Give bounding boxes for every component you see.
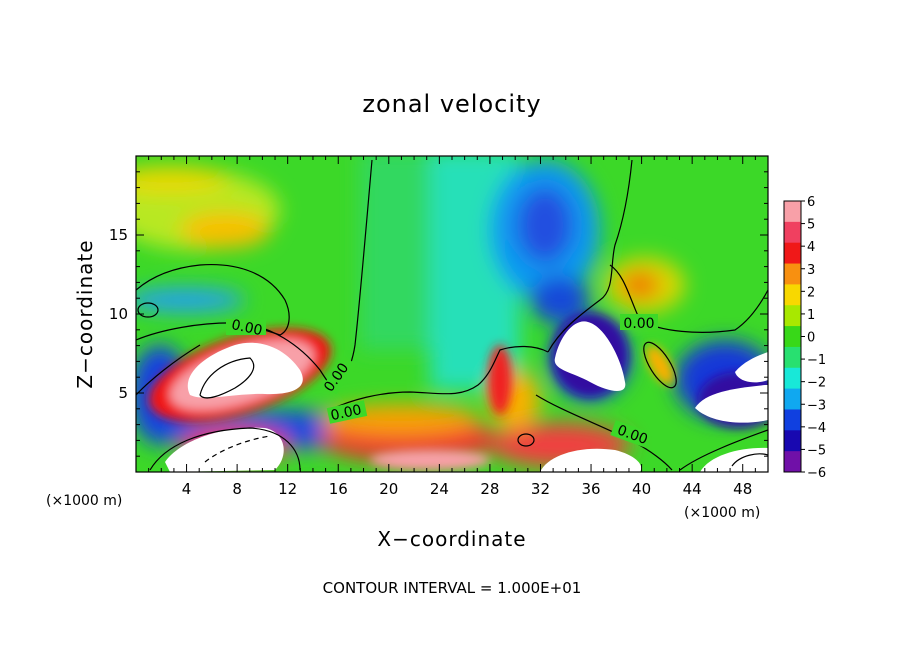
colorbar-label: −3: [807, 398, 826, 413]
white-core-bottom-left: [165, 427, 284, 472]
colorbar-label: −6: [807, 466, 826, 481]
contour-label-bg-2: [323, 355, 357, 395]
y-axis-ticks: 5 10 15: [109, 171, 768, 457]
colorbar-label: 1: [807, 308, 815, 323]
contour-loop-center-small: [517, 433, 535, 447]
white-core-bottom-center: [540, 448, 642, 472]
white-core-mid-left: [187, 342, 303, 398]
contour-bottom-right: [679, 429, 768, 471]
colorbar-label: 4: [807, 240, 815, 255]
x-tick-label: 20: [379, 480, 398, 498]
white-core-far-right-top: [735, 352, 768, 383]
colorbar: 6 5 4 3 2 1 0 −1 −2 −3 −4 −5 −6: [783, 195, 826, 481]
x-tick-label: 40: [632, 480, 651, 498]
contour-label-bg-3: [326, 400, 368, 424]
white-core-right: [554, 321, 626, 392]
central-light-green: [360, 156, 430, 350]
upper-left-positive-core: [180, 212, 270, 248]
contour-small-bottom-right: [731, 453, 768, 467]
colorbar-swatch: [784, 201, 801, 223]
colorbar-label: 3: [807, 263, 815, 278]
x-tick-label: 4: [182, 480, 192, 498]
colorbar-label: 5: [807, 218, 815, 233]
bottom-center-pink: [370, 450, 490, 470]
contour-lower-left: [136, 344, 201, 396]
colorbar-label: −1: [807, 353, 826, 368]
colorbar-swatch: [784, 367, 801, 390]
y-tick-label: 5: [118, 384, 128, 402]
colorbar-swatch: [784, 305, 801, 327]
right-positive-core: [620, 271, 660, 299]
contour-inner-white-left: [199, 357, 255, 399]
lower-center-red: [488, 345, 512, 415]
contour-right-shelf: [609, 264, 768, 333]
contour-label-4: 0.00: [623, 316, 654, 332]
contour-label-bg-5: [610, 419, 652, 449]
contour-label-3: 0.00: [329, 402, 363, 424]
x-tick-label: 36: [581, 480, 600, 498]
x-tick-label: 44: [683, 480, 702, 498]
colorbar-swatch: [784, 284, 801, 306]
x-tick-label: 16: [329, 480, 348, 498]
x-axis-ticks: 4 8 12 16 20 24 28 32 36 40 44 48: [148, 156, 756, 498]
x-unit-right: (×1000 m): [684, 505, 760, 521]
contour-label-bg-1: [226, 319, 266, 335]
contour-loop-right-orange: [643, 341, 677, 389]
mid-negative-streak: [530, 276, 590, 324]
colorbar-label: −4: [807, 421, 826, 436]
colorbar-label: 2: [807, 285, 815, 300]
colorbar-swatch: [784, 388, 801, 410]
contour-mid-band: [329, 345, 549, 411]
colorbar-swatch: [784, 263, 801, 285]
upper-left-top-band: [136, 166, 230, 194]
colorbar-label: −5: [807, 443, 826, 458]
contour-label-1: 0.00: [230, 317, 264, 339]
x-tick-label: 28: [480, 480, 499, 498]
y-tick-label: 10: [109, 305, 128, 323]
contour-interval-note: CONTOUR INTERVAL = 1.000E+01: [323, 579, 582, 597]
zero-contours: [136, 159, 768, 471]
white-core-bottom-right: [700, 447, 768, 472]
y-axis-label: Z−coordinate: [73, 239, 97, 388]
colorbar-swatch: [784, 430, 801, 452]
chart-title: zonal velocity: [362, 90, 541, 118]
small-right-orange: [646, 345, 674, 385]
x-axis-label: X−coordinate: [377, 527, 526, 551]
x-tick-label: 32: [531, 480, 550, 498]
x-tick-label: 24: [430, 480, 449, 498]
contour-right-upper: [547, 159, 633, 353]
y-tick-label: 15: [109, 226, 128, 244]
contour-upper-left: [136, 263, 290, 336]
contour-dashed-bottom: [204, 435, 271, 463]
colorbar-swatch: [784, 242, 801, 265]
contour-bottom-left: [149, 427, 301, 471]
colorbar-label: −2: [807, 376, 826, 391]
colorbar-label: 6: [807, 195, 815, 210]
left-mid-blue: [136, 288, 245, 312]
colorbar-label: 0: [807, 331, 815, 346]
x-tick-label: 8: [232, 480, 242, 498]
x-unit-left: (×1000 m): [46, 493, 122, 509]
upper-negative-core: [517, 187, 573, 263]
colorbar-swatch: [784, 346, 801, 369]
colorbar-swatch: [784, 221, 801, 244]
x-tick-label: 48: [733, 480, 752, 498]
colorbar-swatch: [784, 409, 801, 431]
x-tick-label: 12: [278, 480, 297, 498]
colorbar-swatch: [784, 451, 801, 473]
velocity-field: 0.00 0.00 0.00 0.00 0.00: [136, 156, 768, 472]
contour-label-bg-4: [620, 314, 658, 330]
colorbar-swatch: [784, 326, 801, 348]
contour-labels: 0.00 0.00 0.00 0.00 0.00: [226, 314, 658, 448]
white-core-far-right: [695, 385, 768, 423]
contour-loop-small-left: [137, 302, 159, 318]
